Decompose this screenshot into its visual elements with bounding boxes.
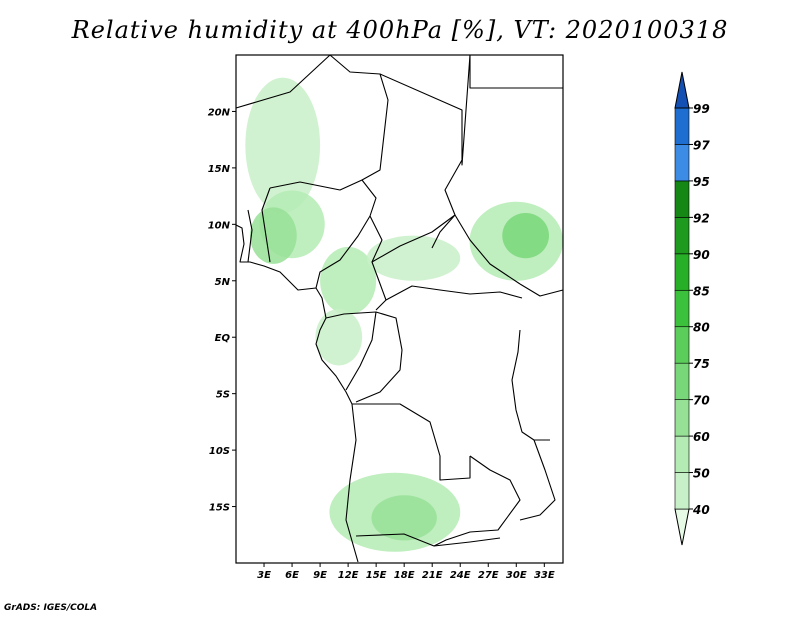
country-borders: [235, 54, 564, 563]
colorbar-label: 50: [693, 467, 710, 481]
lon-tick-label: 21E: [422, 570, 443, 581]
coastline-east-lake: [511, 329, 550, 441]
colorbar-segment: [674, 326, 690, 364]
lat-tick-label: 15S: [209, 503, 230, 514]
lon-tick-label: 3E: [257, 570, 271, 581]
border-tanzania: [519, 439, 556, 521]
colorbar-low-triangle: [674, 508, 690, 546]
lat-tick-label: EQ: [215, 333, 231, 344]
border-south-sudan: [519, 283, 564, 297]
humidity-region-south-sudan-core: [502, 213, 549, 259]
map-border: [235, 54, 564, 564]
lat-tick-label: 5N: [215, 277, 231, 288]
lat-tick-label: 20N: [208, 107, 231, 118]
lon-tick-label: 6E: [285, 570, 299, 581]
border-ghana: [247, 209, 253, 263]
colorbar-label: 92: [693, 211, 710, 225]
border-drc-congo: [355, 311, 403, 403]
coastline-west: [235, 224, 359, 563]
border-egypt-sudan: [469, 55, 563, 89]
latitude-ticks: 20N 15N 10N 5N EQ 5S 10S 15S: [208, 107, 236, 514]
border-niger-nigeria: [269, 179, 377, 217]
colorbar-segment: [674, 253, 690, 291]
border-niger-north: [329, 54, 389, 181]
colorbar-segment: [674, 144, 690, 182]
border-gabon-congo: [325, 311, 377, 391]
colorbar-label: 40: [692, 503, 710, 517]
lon-tick-label: 33E: [534, 570, 555, 581]
lon-tick-label: 12E: [338, 570, 359, 581]
lon-tick-label: 9E: [313, 570, 327, 581]
map-title: Relative humidity at 400hPa [%], VT: 202…: [71, 16, 729, 44]
humidity-fill-layer: [245, 77, 563, 552]
lat-tick-label: 10N: [208, 220, 231, 231]
colorbar-label: 75: [693, 357, 710, 371]
border-car-south: [385, 285, 523, 301]
humidity-region-guinea-coast: [250, 207, 297, 264]
colorbar-segment: [674, 107, 690, 145]
colorbar-segment: [674, 289, 690, 328]
border-chad-sudan: [431, 159, 463, 249]
lon-tick-label: 27E: [478, 570, 499, 581]
humidity-region-gabon: [315, 309, 363, 366]
longitude-ticks: 3E 6E 9E 12E 15E 18E 21E 24E 27E 30E 33E: [257, 563, 555, 581]
lat-tick-label: 10S: [209, 446, 230, 457]
map-frame: [235, 54, 564, 564]
colorbar-segment: [674, 180, 690, 218]
border-nigeria-cameroon: [315, 215, 371, 289]
border-namibia: [355, 533, 501, 547]
colorbar-label: 90: [693, 248, 710, 262]
colorbar-label: 80: [693, 321, 710, 335]
colorbar-label: 85: [693, 284, 710, 298]
humidity-region-car: [366, 235, 461, 281]
lon-tick-label: 15E: [366, 570, 387, 581]
lat-tick-label: 5S: [216, 390, 230, 401]
humidity-region-sahel-west: [245, 77, 321, 214]
lon-tick-label: 24E: [450, 570, 471, 581]
colorbar-label: 95: [693, 175, 710, 189]
colorbar: 40 50 60 70 75 80 85 90 92 95 97 99: [674, 71, 710, 546]
border-drc-angola: [352, 403, 471, 481]
colorbar-label: 97: [693, 138, 710, 152]
border-libya: [379, 54, 471, 166]
colorbar-segment: [674, 472, 690, 510]
border-mali-algeria: [235, 54, 331, 109]
grads-credit: GrADS: IGES/COLA: [4, 603, 98, 613]
colorbar-high-triangle: [674, 71, 690, 109]
humidity-region-angola-core: [371, 495, 437, 541]
colorbar-segment: [674, 399, 690, 437]
colorbar-label: 70: [693, 394, 710, 408]
border-zambia: [433, 455, 521, 547]
lon-tick-label: 18E: [394, 570, 415, 581]
colorbar-segment: [674, 217, 690, 255]
border-car-north: [371, 214, 521, 285]
lat-tick-label: 15N: [208, 164, 231, 175]
colorbar-label: 99: [693, 102, 710, 116]
lon-tick-label: 30E: [506, 570, 527, 581]
border-benin: [261, 187, 271, 263]
colorbar-segment: [674, 362, 690, 400]
colorbar-label: 60: [693, 430, 710, 444]
colorbar-segment: [674, 435, 690, 473]
